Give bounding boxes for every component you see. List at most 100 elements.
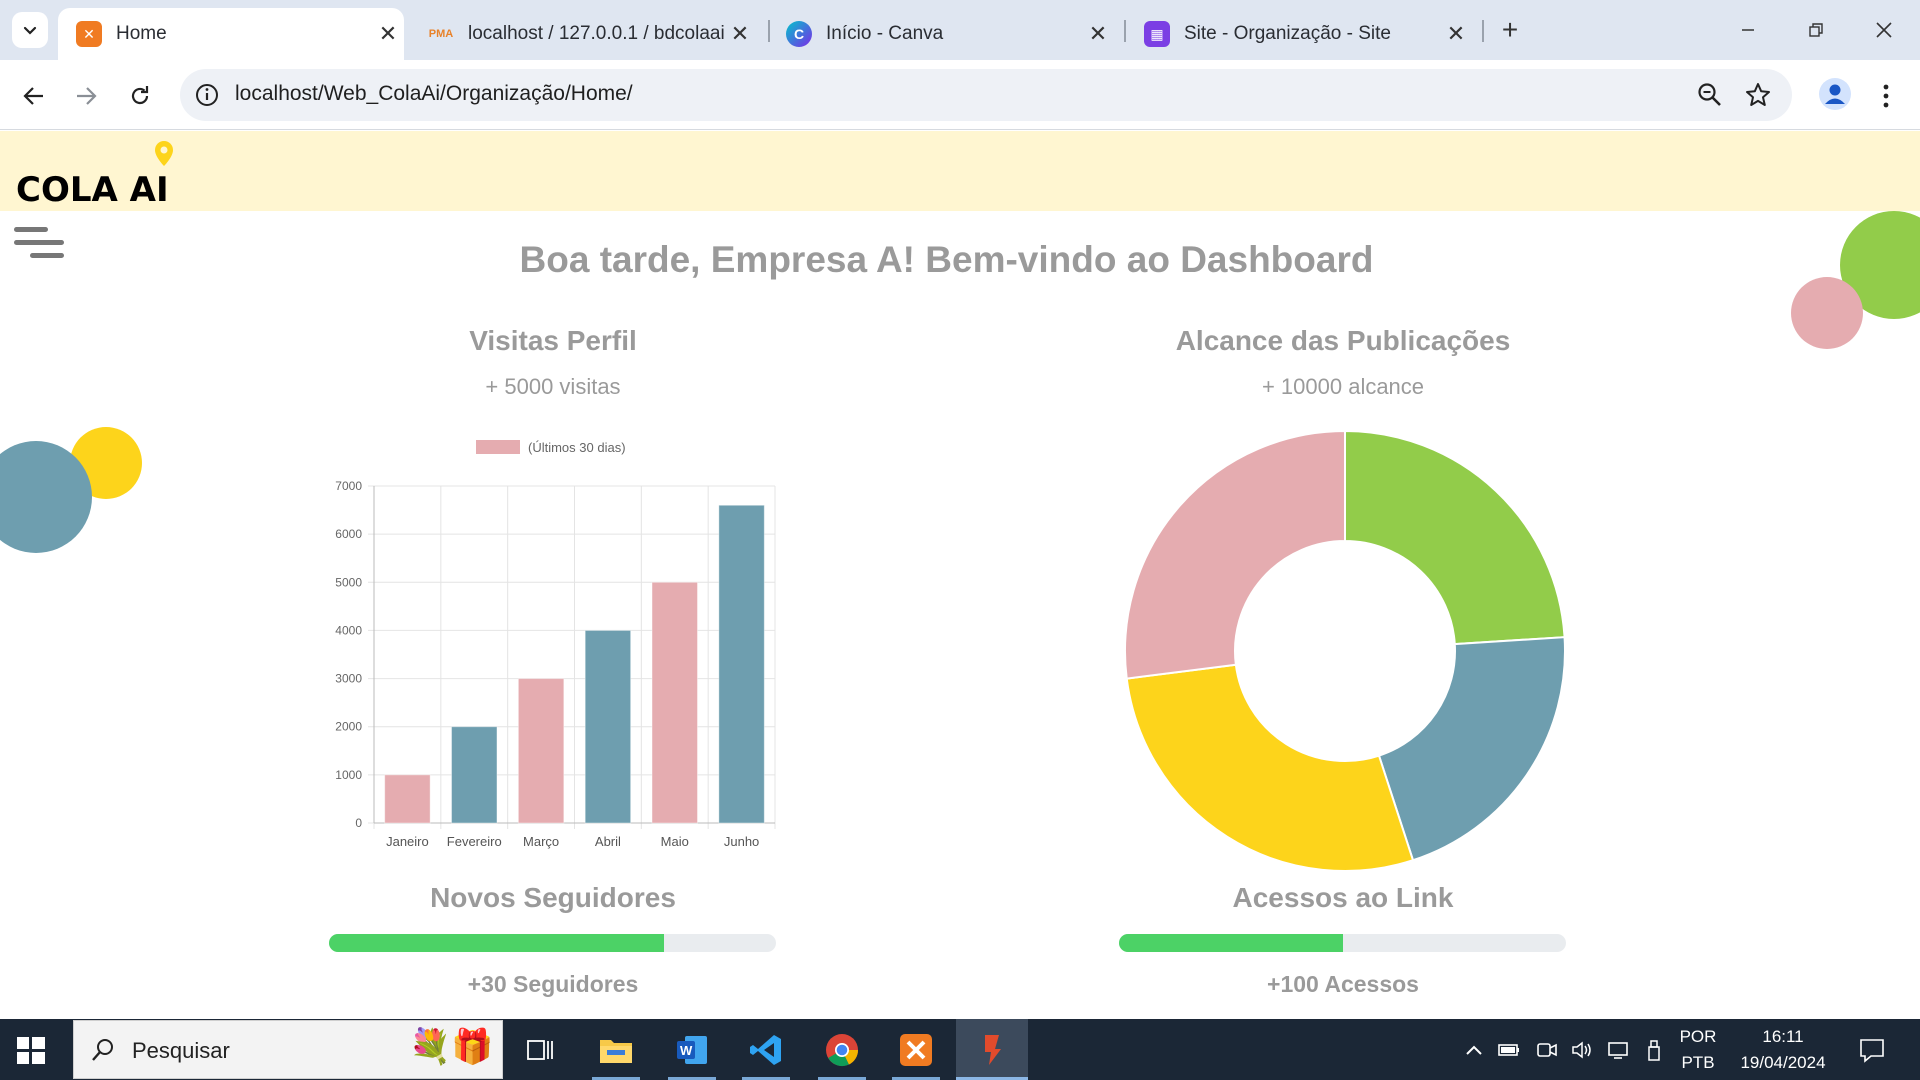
usb-drive-icon[interactable]: [1642, 1039, 1666, 1061]
tab-divider: [1482, 20, 1484, 42]
phpmyadmin-icon: PMA: [428, 28, 454, 40]
reload-icon: [131, 86, 149, 105]
taskbar-search-box[interactable]: Pesquisar 💐🎁: [73, 1020, 503, 1079]
task-view-glyph: [527, 1039, 553, 1060]
tab-title: Site - Organização - Site: [1184, 23, 1391, 44]
y-tick-label: 2000: [335, 720, 362, 734]
dashboard-page: COLA AI Boa tarde, Empresa A! Bem-vindo …: [0, 131, 1920, 1019]
xampp-glyph: [900, 1033, 932, 1066]
menu-toggle-icon[interactable]: [14, 227, 64, 267]
donut-slice: [1124, 429, 1346, 680]
xampp-icon[interactable]: [880, 1019, 952, 1080]
vscode-icon[interactable]: [730, 1019, 802, 1080]
profile-avatar-icon[interactable]: [1818, 77, 1852, 111]
x-tick-label: Março: [523, 834, 559, 849]
forward-button[interactable]: [66, 76, 106, 116]
site-header: COLA AI: [0, 131, 1920, 211]
vscode-glyph: [750, 1034, 781, 1065]
restore-button[interactable]: [1792, 12, 1840, 48]
address-text[interactable]: localhost/Web_ColaAi/Organização/Home/: [235, 82, 633, 105]
xampp-icon: ✕: [76, 21, 102, 47]
bar-janeiro: [384, 774, 431, 824]
word-icon[interactable]: W: [656, 1019, 728, 1080]
back-button[interactable]: [14, 76, 54, 116]
close-tab-icon[interactable]: ✕: [1088, 21, 1108, 46]
minimize-button[interactable]: [1724, 12, 1772, 48]
link-progress-bar: [1119, 934, 1566, 952]
bar-junho: [718, 504, 765, 824]
y-tick-label: 1000: [335, 768, 362, 782]
zoom-icon[interactable]: [1696, 81, 1724, 109]
reach-subtitle: + 10000 alcance: [1261, 374, 1425, 399]
address-bar[interactable]: localhost/Web_ColaAi/Organização/Home/: [180, 69, 1792, 121]
close-icon: [1876, 22, 1892, 38]
y-tick-label: 4000: [335, 623, 362, 637]
site-icon: ▦: [1144, 21, 1170, 47]
cola-ai-logo[interactable]: COLA AI: [14, 137, 184, 207]
close-tab-icon[interactable]: ✕: [730, 21, 750, 46]
language-code[interactable]: POR: [1679, 1027, 1717, 1046]
browser-toolbar: localhost/Web_ColaAi/Organização/Home/: [0, 60, 1920, 130]
taskbar-search-placeholder: Pesquisar: [132, 1038, 230, 1063]
followers-stat: +30 Seguidores: [467, 971, 639, 997]
x-tick-label: Junho: [724, 834, 759, 849]
close-window-button[interactable]: [1860, 12, 1908, 48]
bar-maio: [651, 581, 698, 824]
chevron-up-icon[interactable]: [1462, 1039, 1486, 1061]
battery-icon[interactable]: [1497, 1039, 1521, 1061]
logo-text: COLA AI: [16, 170, 169, 207]
tab-search-button[interactable]: [12, 12, 48, 48]
network-icon[interactable]: [1606, 1039, 1630, 1061]
arrow-right-icon: [77, 87, 97, 105]
visits-title: Visitas Perfil: [469, 325, 637, 356]
y-tick-label: 5000: [335, 575, 362, 589]
link-stat: +100 Acessos: [1267, 971, 1419, 997]
volume-icon[interactable]: [1570, 1039, 1594, 1061]
search-icon: [92, 1039, 113, 1061]
tab-divider: [1124, 20, 1126, 42]
file-explorer-icon[interactable]: [580, 1019, 652, 1080]
decorative-circle: [1791, 277, 1863, 349]
tab-divider: [768, 20, 770, 42]
visits-bar-chart: 0 1000 2000 3000 4000 5000 6000 7000 Janeiro Feve…: [335, 440, 776, 849]
app-icon[interactable]: [956, 1019, 1028, 1080]
bookmark-star-icon[interactable]: [1744, 81, 1772, 109]
clock-date[interactable]: 19/04/2024: [1740, 1053, 1826, 1072]
y-tick-label: 0: [355, 816, 362, 830]
visits-subtitle: + 5000 visitas: [485, 374, 621, 399]
keyboard-layout[interactable]: PTB: [1681, 1053, 1715, 1072]
clock-time[interactable]: 16:11: [1762, 1027, 1804, 1046]
link-title: Acessos ao Link: [1232, 882, 1454, 913]
tab-title: Home: [116, 23, 167, 44]
legend-swatch: [476, 440, 520, 454]
new-tab-button[interactable]: +: [1501, 14, 1519, 45]
legend-label: (Últimos 30 dias): [528, 440, 626, 455]
meet-now-icon[interactable]: [1535, 1039, 1559, 1061]
browser-tab-strip: ✕ Home ✕ PMA localhost / 127.0.0.1 / bdc…: [0, 0, 1920, 60]
close-tab-icon[interactable]: ✕: [1446, 21, 1466, 46]
chrome-icon[interactable]: [806, 1019, 878, 1080]
y-tick-label: 3000: [335, 672, 362, 686]
reload-button[interactable]: [120, 76, 160, 116]
site-info-icon[interactable]: [194, 82, 220, 108]
windows-start-icon[interactable]: [14, 1033, 48, 1067]
x-tick-label: Fevereiro: [447, 834, 502, 849]
chevron-down-icon: [23, 26, 37, 35]
flowers-gift-icon: 💐🎁: [409, 1028, 494, 1066]
minimize-icon: [1742, 29, 1754, 31]
chrome-glyph: [826, 1033, 859, 1066]
donut-slice: [1344, 429, 1566, 646]
close-tab-icon[interactable]: ✕: [378, 21, 398, 46]
link-progress-fill: [1119, 934, 1343, 952]
tab-home[interactable]: ✕ Home ✕: [58, 8, 404, 60]
task-view-icon[interactable]: [504, 1019, 576, 1080]
tab-phpmyadmin[interactable]: PMA localhost / 127.0.0.1 / bdcolaai / ✕: [410, 8, 756, 60]
notifications-icon[interactable]: [1858, 1037, 1886, 1063]
more-menu-icon[interactable]: [1876, 82, 1896, 110]
svg-text:W: W: [680, 1043, 693, 1058]
arrow-left-icon: [23, 87, 43, 105]
tab-site-organizacao[interactable]: ▦ Site - Organização - Site ✕: [1126, 8, 1472, 60]
tab-canva[interactable]: C Início - Canva ✕: [768, 8, 1114, 60]
tab-title: localhost / 127.0.0.1 / bdcolaai /: [468, 23, 724, 44]
reach-title: Alcance das Publicações: [1175, 325, 1511, 356]
